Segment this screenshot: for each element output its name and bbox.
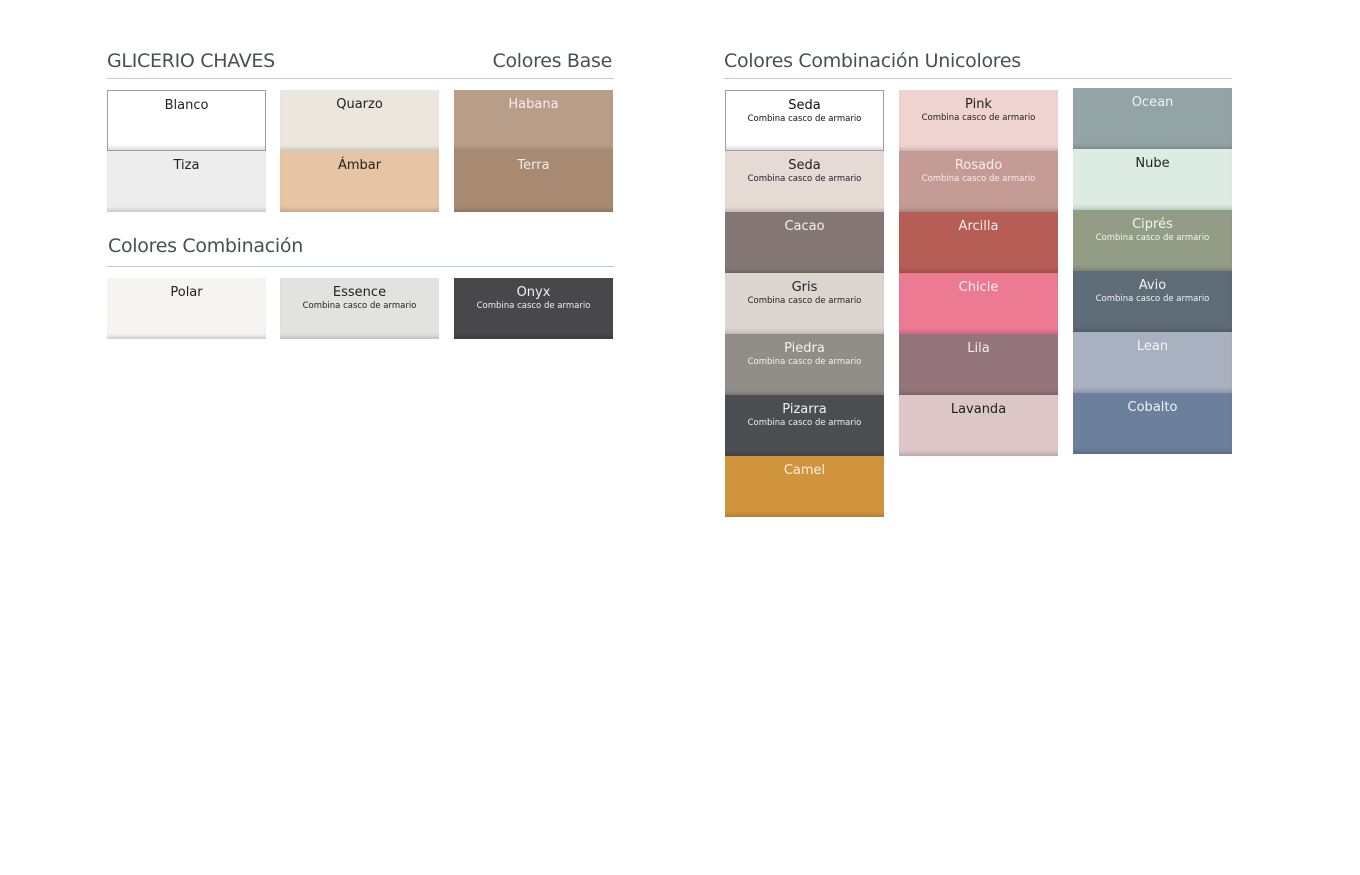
base-color-column: Habana Terra — [454, 90, 613, 212]
swatch-name: Quarzo — [336, 97, 383, 112]
swatch-name: Ámbar — [337, 158, 382, 173]
color-swatch[interactable]: Ocean — [1073, 88, 1232, 149]
color-swatch[interactable]: Terra — [454, 151, 613, 212]
unicolor-column: Seda Combina casco de armario Seda Combina … — [725, 90, 884, 517]
swatch-name: Avio — [1138, 278, 1167, 293]
swatch-subtitle: Combina casco de armario — [747, 357, 862, 367]
color-swatch[interactable]: Lean — [1073, 332, 1232, 393]
color-swatch[interactable]: Nube — [1073, 149, 1232, 210]
color-swatch[interactable]: Habana — [454, 90, 613, 151]
swatch-name: Pizarra — [782, 402, 827, 417]
color-swatch[interactable]: Ciprés Combina casco de armario — [1073, 210, 1232, 271]
swatch-subtitle: Combina casco de armario — [747, 174, 862, 184]
combo-color-column: Essence Combina casco de armario — [280, 278, 439, 339]
swatch-name: Habana — [508, 97, 559, 112]
swatch-name: Terra — [517, 158, 550, 173]
swatch-subtitle: Combina casco de armario — [747, 418, 862, 428]
swatch-name: Lean — [1136, 339, 1169, 354]
color-swatch[interactable]: Piedra Combina casco de armario — [725, 334, 884, 395]
swatch-subtitle: Combina casco de armario — [747, 114, 862, 124]
swatch-subtitle: Combina casco de armario — [1095, 233, 1210, 243]
color-swatch[interactable]: Chicle — [899, 273, 1058, 334]
brand-title: GLICERIO CHAVES — [107, 50, 275, 72]
color-swatch[interactable]: Gris Combina casco de armario — [725, 273, 884, 334]
color-swatch[interactable]: Onyx Combina casco de armario — [454, 278, 613, 339]
color-swatch[interactable]: Cobalto — [1073, 393, 1232, 454]
swatch-subtitle: Combina casco de armario — [1095, 294, 1210, 304]
swatch-name: Gris — [791, 280, 818, 295]
swatch-name: Lavanda — [950, 402, 1007, 417]
swatch-name: Piedra — [784, 341, 825, 356]
color-swatch[interactable]: Arcilla — [899, 212, 1058, 273]
combo-color-column: Polar — [107, 278, 266, 339]
divider — [107, 78, 614, 79]
color-swatch[interactable]: Ámbar — [280, 151, 439, 212]
base-color-column: Blanco Tiza — [107, 90, 266, 212]
swatch-subtitle: Combina casco de armario — [921, 113, 1036, 123]
colores-combinacion-title: Colores Combinación — [108, 235, 303, 257]
color-swatch[interactable]: Pizarra Combina casco de armario — [725, 395, 884, 456]
unicolor-column: Ocean Nube Ciprés Combina casco de armario A… — [1073, 88, 1232, 454]
swatch-name: Arcilla — [958, 219, 999, 234]
colores-base-title: Colores Base — [492, 50, 613, 72]
swatch-name: Polar — [170, 285, 203, 300]
color-swatch[interactable]: Lila — [899, 334, 1058, 395]
swatch-name: Nube — [1135, 156, 1170, 171]
swatch-name: Cobalto — [1127, 400, 1178, 415]
swatch-name: Essence — [332, 285, 387, 300]
divider — [107, 266, 614, 267]
swatch-name: Camel — [783, 463, 826, 478]
swatch-subtitle: Combina casco de armario — [921, 174, 1036, 184]
divider — [724, 78, 1232, 79]
combo-color-column: Onyx Combina casco de armario — [454, 278, 613, 339]
swatch-name: Ocean — [1131, 95, 1174, 110]
swatch-name: Seda — [788, 98, 821, 113]
swatch-name: Lila — [967, 341, 990, 356]
color-swatch[interactable]: Blanco — [107, 90, 266, 151]
swatch-name: Chicle — [958, 280, 999, 295]
swatch-subtitle: Combina casco de armario — [302, 301, 417, 311]
color-swatch[interactable]: Seda Combina casco de armario — [725, 90, 884, 151]
color-swatch[interactable]: Rosado Combina casco de armario — [899, 151, 1058, 212]
base-color-column: Quarzo Ámbar — [280, 90, 439, 212]
swatch-name: Pink — [965, 97, 992, 112]
color-swatch[interactable]: Avio Combina casco de armario — [1073, 271, 1232, 332]
swatch-name: Rosado — [954, 158, 1003, 173]
swatch-subtitle: Combina casco de armario — [476, 301, 591, 311]
color-swatch[interactable]: Camel — [725, 456, 884, 517]
swatch-name: Cacao — [784, 219, 825, 234]
color-swatch[interactable]: Cacao — [725, 212, 884, 273]
color-swatch[interactable]: Tiza — [107, 151, 266, 212]
color-swatch[interactable]: Pink Combina casco de armario — [899, 90, 1058, 151]
color-swatch[interactable]: Essence Combina casco de armario — [280, 278, 439, 339]
swatch-name: Seda — [788, 158, 821, 173]
swatch-name: Onyx — [516, 285, 551, 300]
swatch-name: Blanco — [164, 98, 209, 113]
unicolores-title: Colores Combinación Unicolores — [724, 50, 1021, 72]
swatch-name: Tiza — [173, 158, 200, 173]
color-swatch[interactable]: Polar — [107, 278, 266, 339]
swatch-name: Ciprés — [1132, 217, 1173, 232]
color-swatch[interactable]: Seda Combina casco de armario — [725, 151, 884, 212]
swatch-subtitle: Combina casco de armario — [747, 296, 862, 306]
color-swatch[interactable]: Quarzo — [280, 90, 439, 151]
unicolor-column: Pink Combina casco de armario Rosado Combin… — [899, 90, 1058, 456]
color-swatch[interactable]: Lavanda — [899, 395, 1058, 456]
